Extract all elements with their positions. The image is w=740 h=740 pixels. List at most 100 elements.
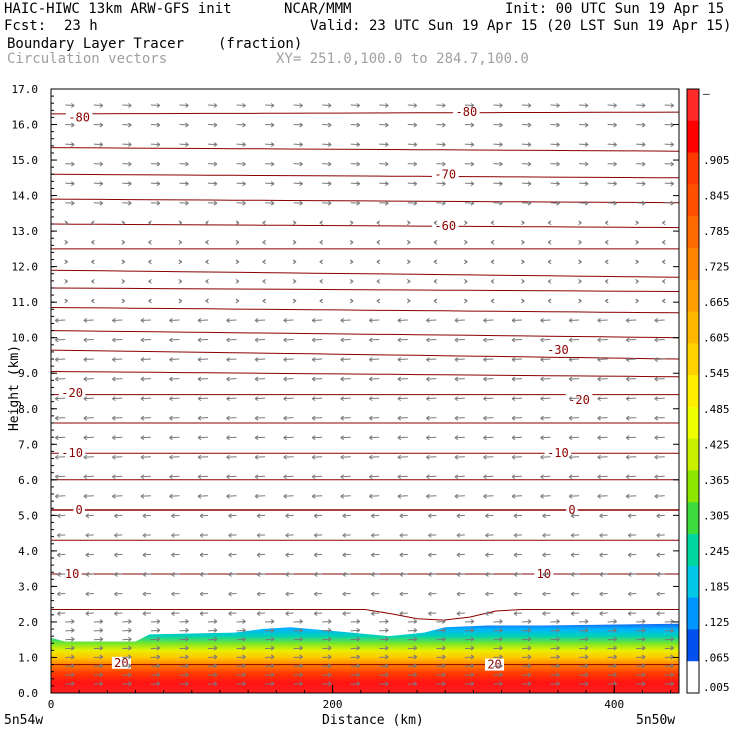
wind-vector-head [270,103,275,108]
wind-vector [112,378,123,380]
wind-vector [322,683,332,685]
wind-vector [626,378,637,380]
wind-vector [55,338,66,341]
wind-vector-head [670,161,675,167]
wind-vector-head [613,103,617,108]
wind-vector [114,514,123,517]
wind-vector-head [83,454,88,460]
wind-vector-head [285,611,289,616]
wind-vector-head [442,672,446,678]
wind-vector [340,358,351,361]
wind-vector-head [185,161,189,167]
wind-vector-head [285,591,289,597]
wind-vector-head [547,239,552,245]
wind-vector-head [613,122,617,128]
wind-vector [371,573,380,575]
wind-vector-head [356,636,361,642]
wind-vector-head [342,572,347,577]
wind-vector-head [485,611,489,616]
wind-vector-head [114,552,118,558]
wind-vector-head [627,591,632,597]
contour-line [50,147,680,152]
wind-vector-head [197,493,202,499]
wind-vector-head [56,532,61,538]
wind-vector-head [199,532,204,538]
wind-vector-head [70,681,75,687]
y-tick-label: 1.0 [18,651,38,664]
wind-vector-head [327,619,332,624]
wind-vector-head [625,493,630,499]
wind-vector-head [527,627,532,633]
wind-vector [569,475,580,478]
wind-vector [493,163,503,165]
wind-vector-head [511,337,516,343]
colorbar-swatch [687,406,699,440]
y-tick-label: 13.0 [12,225,39,238]
wind-vector-head [283,435,287,441]
wind-vector-head [597,396,601,402]
plot-frame [50,88,680,694]
wind-vector-head [662,298,666,304]
wind-vector-head [140,493,145,499]
wind-vector-head [613,627,617,633]
wind-vector [436,674,446,676]
wind-vector [369,397,380,400]
wind-vector [626,358,637,361]
wind-vector-head [426,474,430,480]
wind-vector [114,573,123,575]
wind-vector-head [499,142,503,147]
wind-vector-head [511,435,516,441]
wind-vector-head [340,493,345,499]
wind-vector-head [397,493,402,499]
wind-vector-head [64,220,68,226]
wind-vector-head [397,396,402,402]
wind-vector-head [185,672,189,678]
wind-vector-head [340,435,345,441]
wind-vector [314,612,323,615]
wind-vector-head [578,259,582,265]
wind-vector [540,397,551,400]
wind-vector [464,124,474,126]
wind-vector-head [283,415,287,421]
wind-vector-head [578,239,582,245]
wind-vector [293,665,303,667]
tracer-area [51,623,679,693]
wind-vector [114,534,123,536]
wind-vector-head [356,627,361,633]
wind-vector [312,475,323,478]
wind-vector [169,358,180,361]
wind-vector-head [99,645,104,651]
wind-vector-head [413,200,418,206]
wind-vector-head [499,654,503,660]
wind-vector-head [54,474,59,480]
wind-vector [369,338,380,341]
wind-vector [265,124,275,126]
wind-vector-head [99,122,104,128]
wind-vector-head [442,181,446,187]
wind-vector [540,495,551,497]
wind-vector-head [156,200,161,206]
wind-vector-head [635,278,639,284]
wind-vector [150,683,160,685]
wind-vector [569,397,580,400]
contour-line [50,330,680,339]
wind-vector-head [226,474,230,480]
wind-vector [83,319,94,321]
wind-vector [293,674,303,676]
y-tick-label: 3.0 [18,580,38,593]
wind-vector [179,202,189,204]
wind-vector [340,417,351,419]
wind-vector [236,143,246,146]
wind-vector [265,647,275,650]
wind-vector [569,378,580,380]
wind-vector [579,674,589,676]
wind-vector-head [148,239,152,245]
wind-vector-head [625,376,630,382]
wind-vector-head [625,396,630,402]
wind-vector-head [283,396,287,402]
wind-vector [255,456,266,458]
contour-label: 0 [568,503,575,517]
colorbar-swatch [687,311,699,344]
wind-vector-head [270,672,275,678]
wind-vector [626,338,637,341]
